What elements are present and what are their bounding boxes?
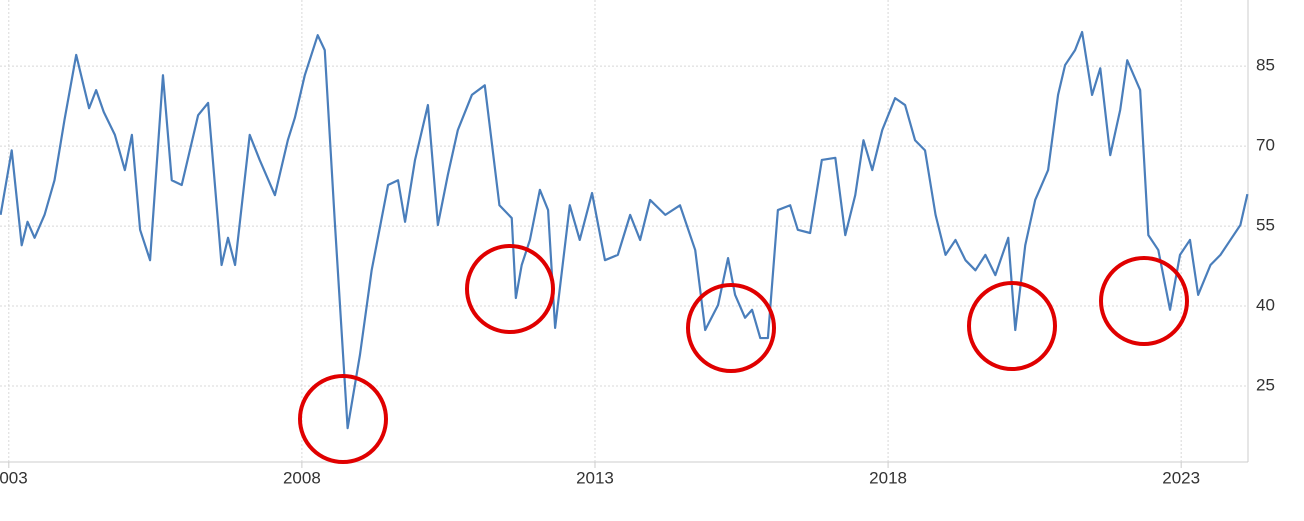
data-line: [0, 30, 1249, 430]
x-tick-label: 2023: [1162, 468, 1200, 487]
highlight-circle: [967, 281, 1057, 371]
highlight-circle: [298, 374, 388, 464]
highlight-circle: [465, 244, 555, 334]
x-tick-label: 2003: [0, 468, 28, 487]
y-tick-label: 55: [1256, 216, 1275, 235]
plot: 25 40 55 70 85 2003 2008 2013 2018 2023: [0, 0, 1275, 487]
x-tick-label: 2018: [869, 468, 907, 487]
y-tick-label: 40: [1256, 296, 1275, 315]
y-tick-label: 70: [1256, 136, 1275, 155]
highlight-circle: [686, 283, 776, 373]
x-tick-label: 2013: [576, 468, 614, 487]
highlight-circle: [1099, 256, 1189, 346]
y-tick-label: 25: [1256, 376, 1275, 395]
y-tick-label: 85: [1256, 56, 1275, 75]
x-tick-label: 2008: [283, 468, 321, 487]
annotations: [298, 244, 1189, 464]
